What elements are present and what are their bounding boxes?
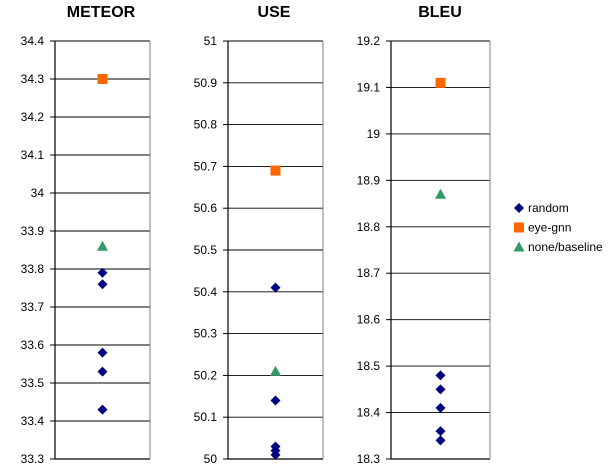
y-tick-label: 50.8	[194, 118, 218, 132]
data-point-eye-gnn	[270, 165, 281, 176]
y-tick-label: 33.7	[21, 300, 45, 314]
legend-marker-none-baseline	[513, 241, 525, 252]
data-point-random	[435, 402, 446, 413]
y-tick-label: 34.1	[21, 148, 45, 162]
legend-label: eye-gnn	[528, 221, 571, 235]
y-tick-label: 34.2	[21, 110, 45, 124]
y-tick-label: 33.6	[21, 338, 45, 352]
data-point-random	[270, 449, 281, 460]
chart-title: METEOR	[67, 4, 136, 21]
y-tick-label: 34	[31, 186, 45, 200]
data-point-none-baseline	[270, 365, 281, 376]
y-tick-label: 18.6	[357, 313, 381, 327]
y-tick-label: 18.4	[357, 406, 381, 420]
data-point-random	[97, 366, 108, 377]
y-tick-label: 19.2	[357, 34, 381, 48]
y-tick-label: 50.2	[194, 368, 218, 382]
data-point-random	[435, 435, 446, 446]
y-tick-label: 50.4	[194, 285, 218, 299]
y-tick-label: 18.5	[357, 359, 381, 373]
y-tick-label: 51	[204, 34, 218, 48]
y-tick-label: 18.3	[357, 452, 381, 466]
y-tick-label: 34.4	[21, 34, 45, 48]
y-tick-label: 19	[367, 127, 381, 141]
y-tick-label: 33.5	[21, 376, 45, 390]
chart-title: USE	[258, 4, 291, 21]
y-tick-label: 18.8	[357, 220, 381, 234]
legend-marker-eye-gnn	[514, 222, 524, 233]
legend-label: random	[528, 201, 569, 215]
y-tick-label: 33.4	[21, 414, 45, 428]
legend-label: none/baseline	[528, 240, 603, 254]
data-point-random	[435, 370, 446, 381]
y-tick-label: 34.3	[21, 72, 45, 86]
legend-item: none/baseline	[513, 240, 603, 254]
legend-item: random	[514, 201, 569, 215]
chart-panel-meteor: METEOR 33.3 33.4 33.5 33.6 33.7 33.8 33.9 34 34.1…	[21, 4, 151, 466]
data-point-random	[435, 426, 446, 437]
y-tick-label: 19.1	[357, 80, 381, 94]
y-tick-label: 50.1	[194, 410, 218, 424]
y-tick-label: 50.9	[194, 76, 218, 90]
chart-title: BLEU	[418, 4, 462, 21]
data-point-random	[97, 279, 108, 290]
legend-marker-random	[514, 203, 524, 213]
y-tick-label: 18.9	[357, 173, 381, 187]
y-tick-label: 50.5	[194, 243, 218, 257]
y-tick-label: 33.8	[21, 262, 45, 276]
y-tick-label: 50.7	[194, 159, 218, 173]
data-point-none-baseline	[97, 240, 108, 251]
chart-panel-bleu: BLEU 18.3 18.4 18.5 18.6 18.7 18.8 18.9 19 19.1 19…	[357, 4, 491, 466]
y-tick-label: 50.3	[194, 327, 218, 341]
legend: random eye-gnn none/baseline	[513, 201, 603, 254]
y-tick-label: 33.9	[21, 224, 45, 238]
data-point-random	[97, 267, 108, 278]
chart-panel-use: USE 50 50.1 50.2 50.3 50.4 50.5 50.6 50.7 50.8 50.…	[194, 4, 324, 466]
data-point-eye-gnn	[97, 74, 108, 84]
data-point-random	[97, 404, 108, 415]
data-point-random	[97, 347, 108, 358]
data-point-eye-gnn	[435, 77, 446, 88]
y-tick-label: 33.3	[21, 452, 45, 466]
data-point-random	[270, 282, 281, 293]
data-point-random	[435, 384, 446, 395]
y-tick-label: 18.7	[357, 266, 381, 280]
y-tick-label: 50	[204, 452, 218, 466]
legend-item: eye-gnn	[514, 221, 571, 235]
data-point-random	[270, 395, 281, 406]
y-tick-label: 50.6	[194, 201, 218, 215]
data-point-none-baseline	[435, 188, 446, 199]
